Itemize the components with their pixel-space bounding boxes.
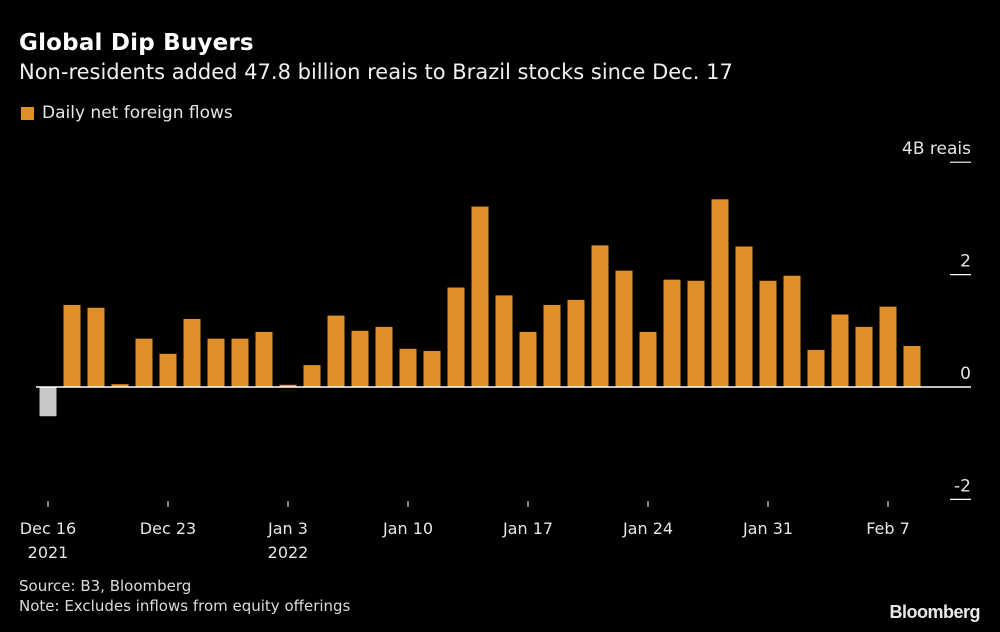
- bar: [39, 387, 57, 417]
- bar: [159, 353, 177, 387]
- bar: [519, 331, 537, 387]
- x-tick-label: Jan 10: [382, 519, 433, 538]
- x-axis: Dec 16 2021 Dec 23 Jan 3 2022 Jan 10 Jan 17 Jan…: [20, 501, 910, 562]
- bar: [327, 315, 345, 387]
- x-tick-label: Jan 17: [502, 519, 553, 538]
- bar: [423, 351, 441, 387]
- bar: [231, 338, 249, 387]
- bar: [807, 349, 825, 387]
- bar: [855, 326, 873, 387]
- legend-label: Daily net foreign flows: [42, 103, 233, 123]
- bar: [135, 338, 153, 387]
- x-tick-year-label: 2022: [268, 543, 309, 562]
- bar: [255, 331, 273, 387]
- bar: [879, 306, 897, 387]
- bar: [495, 295, 513, 387]
- bar: [903, 345, 921, 387]
- bar: [663, 279, 681, 387]
- bar: [615, 270, 633, 387]
- bar: [687, 280, 705, 387]
- bar: [735, 246, 753, 387]
- note-text: Note: Excludes inflows from equity offer…: [19, 597, 351, 615]
- x-tick-label: Jan 24: [622, 519, 673, 538]
- source-text: Source: B3, Bloomberg: [19, 577, 192, 595]
- bar: [639, 331, 657, 387]
- bar: [351, 330, 369, 387]
- y-axis: 4B reais 2 0 -2: [902, 139, 971, 500]
- y-tick-label: -2: [954, 476, 971, 496]
- x-tick-label: Dec 23: [140, 519, 196, 538]
- bar: [759, 280, 777, 387]
- bar: [375, 326, 393, 387]
- y-tick-label: 0: [960, 364, 971, 384]
- chart-title: Global Dip Buyers: [19, 30, 254, 56]
- y-tick-label: 4B reais: [902, 139, 971, 159]
- bar: [111, 384, 129, 387]
- bar: [543, 304, 561, 387]
- x-tick-label: Dec 16: [20, 519, 76, 538]
- bar: [87, 307, 105, 387]
- bar: [783, 275, 801, 387]
- bar: [447, 287, 465, 387]
- bar: [567, 299, 585, 387]
- bar: [207, 338, 225, 387]
- bar: [471, 206, 489, 387]
- footnotes: Source: B3, Bloomberg Note: Excludes inf…: [19, 576, 350, 616]
- bar: [303, 365, 321, 387]
- legend-swatch: [21, 106, 34, 120]
- bloomberg-logo: Bloomberg: [889, 602, 980, 622]
- bar: [831, 314, 849, 387]
- bar: [63, 304, 81, 387]
- x-tick-label: Jan 3: [267, 519, 308, 538]
- bar: [591, 245, 609, 387]
- bar: [399, 348, 417, 387]
- bars-group: [39, 199, 921, 417]
- y-tick-label: 2: [960, 252, 971, 272]
- bar: [279, 384, 297, 387]
- x-tick-label: Jan 31: [742, 519, 793, 538]
- legend: Daily net foreign flows: [21, 103, 233, 123]
- bar: [711, 199, 729, 387]
- bar: [183, 318, 201, 387]
- x-tick-year-label: 2021: [28, 543, 69, 562]
- x-tick-label: Feb 7: [866, 519, 910, 538]
- chart-subtitle: Non-residents added 47.8 billion reais t…: [19, 60, 733, 84]
